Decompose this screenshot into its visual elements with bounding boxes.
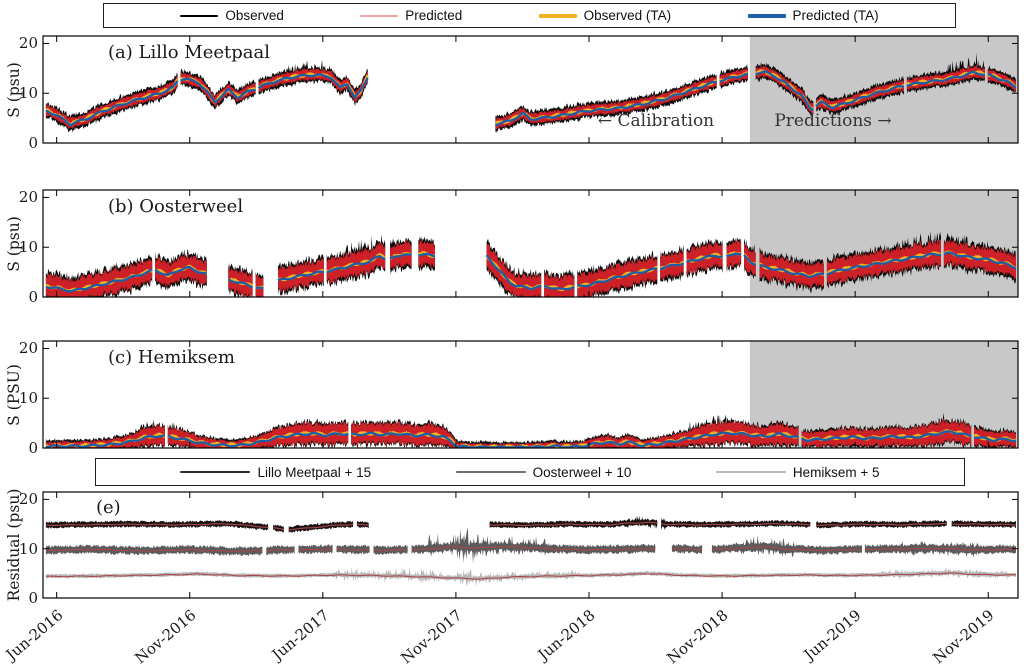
residual-center-line-1 <box>45 548 263 553</box>
panel-a-predicted-ta-line <box>987 73 1017 89</box>
residual-center-line-1 <box>711 546 863 552</box>
panel-a-predicted-ta-line <box>45 80 179 127</box>
residual-center-line-1 <box>671 548 703 551</box>
panel-c-predicted-band <box>974 426 1016 448</box>
residual-center-line-1 <box>864 547 1017 551</box>
panel-b-predicted-ta-line <box>255 286 264 290</box>
residual-center-line-2 <box>489 521 658 527</box>
residual-band-2 <box>489 515 658 529</box>
panel-b-predicted-band <box>45 257 153 297</box>
panel-b-predicted-ta-line <box>743 254 757 266</box>
panel-c-predicted-ta-line <box>167 431 349 448</box>
residual-band-2 <box>45 520 269 531</box>
residual-center-line-2 <box>288 523 354 531</box>
panel-b-predicted-ta-line <box>686 254 723 263</box>
panel-c-predicted-ta-line <box>351 431 799 449</box>
panel-c-predicted-ta-line <box>45 434 165 449</box>
panel-b-predicted-ta-line <box>826 252 942 276</box>
panel-a-observed-envelope <box>495 73 717 134</box>
panel-c-predicted-ta-line <box>801 430 972 443</box>
residual-band-1 <box>711 535 862 558</box>
panel-a-predicted-band <box>755 65 814 114</box>
panel-a-observed-envelope <box>258 59 368 107</box>
panel-b-predicted-ta-line <box>660 262 685 271</box>
panel-b-predicted-band <box>744 242 756 276</box>
panel-b-predicted-ta-line <box>154 265 208 277</box>
panel-a-predicted-ta-line <box>257 73 369 100</box>
residual-center-line-1 <box>411 545 656 551</box>
panel-a-predicted-ta-line <box>815 85 904 110</box>
panel-a-predicted-ta-line <box>180 77 256 104</box>
panel-b-predicted-ta-line <box>389 253 412 260</box>
residual-center-line-1 <box>298 548 333 551</box>
residual-center-line-2 <box>661 523 811 526</box>
panel-b-predicted-ta-line <box>326 254 386 274</box>
panel-c-predicted-band <box>801 418 972 448</box>
panel-a-predicted-ta-line <box>495 80 717 127</box>
panel-b-predicted-ta-line <box>943 251 1017 270</box>
residual-center-line-2 <box>951 523 1017 526</box>
residual-center-line-2 <box>816 522 947 526</box>
panel-b-predicted-ta-line <box>418 253 436 258</box>
panel-a-border <box>42 35 1019 144</box>
panel-a-predicted-ta-line <box>755 70 814 111</box>
residual-band-1 <box>411 527 656 564</box>
panel-b-predicted-band <box>759 252 824 289</box>
panel-c-border <box>42 340 1019 449</box>
panel-b-predicted-band <box>486 243 542 297</box>
panel-b-predicted-ta-line <box>759 264 825 279</box>
residual-center-line-2 <box>356 523 369 526</box>
panel-a-predicted-ta-line <box>719 72 749 83</box>
panel-b-predicted-ta-line <box>277 270 324 282</box>
panel-b-predicted-ta-line <box>577 267 658 288</box>
panel-b-predicted-ta-line <box>45 268 153 293</box>
panel-c-predicted-band <box>167 420 349 448</box>
panel-e-border <box>42 491 1019 599</box>
panel-a-predicted-band <box>258 67 368 103</box>
panel-a-predicted-ta-line <box>906 70 986 88</box>
residual-center-line-1 <box>336 548 370 551</box>
residual-center-line-1 <box>373 549 408 552</box>
panel-b-predicted-ta-line <box>227 278 254 289</box>
residual-center-line-2 <box>273 527 284 531</box>
panel-b-border <box>42 189 1019 298</box>
panel-b-predicted-ta-line <box>485 254 542 291</box>
panel-b-predicted-ta-line <box>544 284 575 291</box>
residual-center-line-0 <box>45 572 1017 580</box>
panel-b-predicted-band <box>544 272 575 297</box>
residual-center-line-1 <box>266 549 295 552</box>
residual-center-line-2 <box>45 523 269 528</box>
panel-b-predicted-band <box>228 265 253 297</box>
panel-c-predicted-ta-line <box>973 436 1017 443</box>
residual-band-1 <box>864 541 1016 558</box>
panel-b-predicted-ta-line <box>725 252 742 258</box>
panel-c-predicted-band <box>351 420 799 448</box>
panel-b-predicted-band <box>255 273 264 297</box>
